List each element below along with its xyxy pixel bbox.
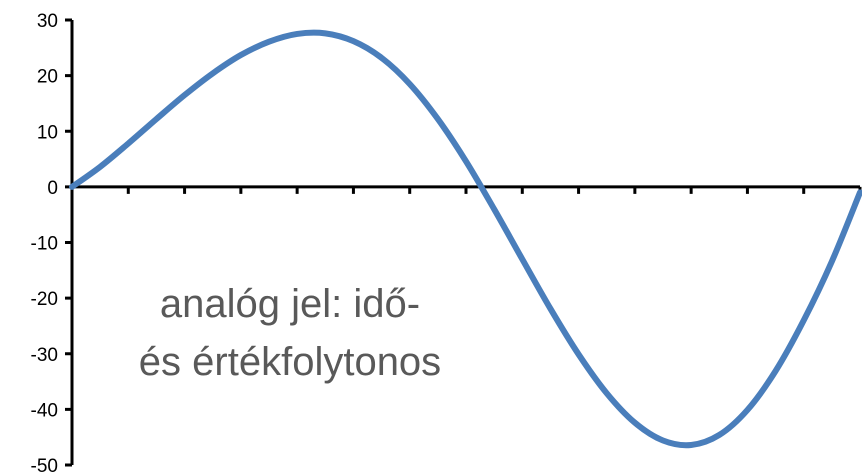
series-group (69, 29, 862, 449)
y-tick-label: 30 (37, 11, 58, 32)
annotation-line-2: és értékfolytonos (139, 340, 441, 384)
y-tick-label: 10 (37, 122, 58, 143)
y-tick-label: -30 (31, 345, 58, 366)
x-axis (72, 185, 862, 194)
y-tick-label: -10 (31, 234, 58, 255)
y-tick-label: -40 (31, 400, 58, 421)
y-axis: 30 20 10 0 -10 -20 -30 -40 -50 (31, 11, 74, 476)
annotation-line-1: analóg jel: idő- (160, 282, 420, 326)
series-line (69, 29, 862, 449)
y-tick-label: 0 (47, 178, 58, 199)
y-tick-label: 20 (37, 67, 58, 88)
y-tick-label: -20 (31, 289, 58, 310)
y-tick-label: -50 (31, 456, 58, 476)
